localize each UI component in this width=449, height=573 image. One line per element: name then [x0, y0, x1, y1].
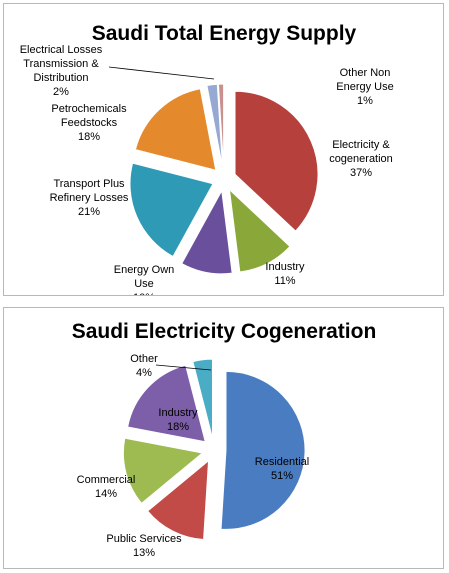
- pie-slice-energy-transport-plus: [129, 162, 214, 258]
- pie-slice-energy-electrical-losses: [206, 83, 223, 168]
- pie-slice-cogen-other: [192, 358, 213, 439]
- data-label-energy-energy-own: Energy OwnUse10%: [114, 264, 175, 296]
- data-label-cogen-residential: Residential 51%: [255, 456, 309, 482]
- data-label-energy-other-non: Other Non Energy Use 1%: [336, 67, 393, 107]
- pie-chart-energy-supply: Saudi Total Energy Supply Electricity & co…: [20, 22, 394, 296]
- pie-slice-energy-industry: [228, 188, 291, 273]
- data-label-cogen-commercial: Commercial 14%: [77, 474, 136, 500]
- pie-slice-cogen-residential: [220, 370, 306, 530]
- chart-panel-energy-supply: Saudi Total Energy Supply Electricity & co…: [3, 3, 444, 296]
- data-label-cogen-other: Other 4%: [130, 353, 158, 379]
- data-label-energy-electricity: Electricity & cogeneration 37%: [329, 139, 393, 179]
- data-label-energy-industry: Industry 11%: [265, 261, 305, 287]
- leader-line-energy-electrical-losses: [108, 66, 215, 80]
- chart-title: Saudi Electricity Cogeneration: [72, 320, 377, 343]
- pie-slice-cogen-commercial: [122, 437, 204, 505]
- data-label-cogen-public-services: Public Services 13%: [106, 533, 182, 559]
- pie-slice-energy-energy-own: [181, 189, 233, 275]
- chart-title: Saudi Total Energy Supply: [92, 22, 357, 45]
- pie-slice-energy-other-non: [217, 83, 225, 168]
- pie-chart-electricity-cogeneration: Saudi Electricity Cogeneration Residentia…: [72, 320, 377, 559]
- pie-slice-energy-electricity: [234, 90, 319, 232]
- pie-slice-energy-petrochemicals: [134, 88, 217, 171]
- leader-line-cogen-other: [155, 364, 212, 371]
- data-label-energy-transport-plus: Transport Plus Refinery Losses 21%: [50, 178, 129, 218]
- chart-panel-electricity-cogeneration: Saudi Electricity Cogeneration Residentia…: [3, 307, 444, 569]
- data-label-energy-petrochemicals: Petrochemicals Feedstocks 18%: [51, 103, 127, 143]
- pie-slice-cogen-public-services: [146, 459, 210, 541]
- data-label-cogen-industry: Industry 18%: [158, 407, 198, 433]
- data-label-energy-electrical-losses: Electrical Losses Transmission & Distribut…: [20, 44, 103, 98]
